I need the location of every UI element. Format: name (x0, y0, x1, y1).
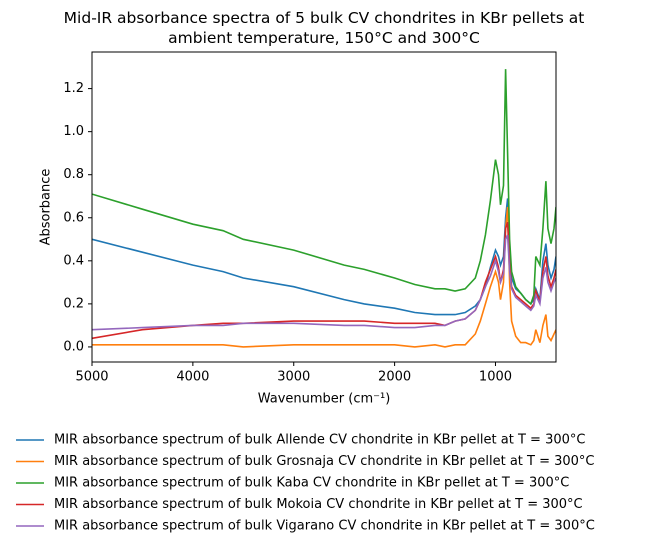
series-line (92, 69, 556, 306)
x-tick-label: 2000 (378, 370, 411, 385)
x-tick-label: 1000 (479, 370, 512, 385)
series-line (92, 234, 556, 331)
legend-label: MIR absorbance spectrum of bulk Kaba CV … (54, 476, 569, 491)
plot-frame (91, 51, 557, 363)
y-tick-label: 0.2 (63, 296, 84, 311)
legend-label: MIR absorbance spectrum of bulk Grosnaja… (54, 454, 595, 469)
y-tick-label: 0.4 (63, 253, 84, 268)
chart-title: Mid-IR absorbance spectra of 5 bulk CV c… (63, 9, 585, 47)
y-tick-label: 1.2 (63, 81, 84, 96)
x-axis-label: Wavenumber (cm⁻¹) (258, 392, 391, 407)
y-tick-label: 0.0 (63, 339, 84, 354)
legend-label: MIR absorbance spectrum of bulk Mokoia C… (54, 497, 583, 512)
y-axis-label: Absorbance (39, 169, 54, 246)
y-tick-label: 0.8 (63, 167, 84, 182)
x-tick-label: 4000 (176, 370, 209, 385)
legend-label: MIR absorbance spectrum of bulk Vigarano… (54, 519, 595, 534)
x-tick-label: 3000 (277, 370, 310, 385)
legend-label: MIR absorbance spectrum of bulk Allende … (54, 433, 585, 448)
series-line (92, 221, 556, 340)
y-tick-label: 0.6 (63, 210, 84, 225)
x-tick-label: 5000 (75, 370, 108, 385)
legend: MIR absorbance spectrum of bulk Allende … (16, 433, 595, 534)
y-tick-label: 1.0 (63, 124, 84, 139)
series-line (92, 206, 556, 348)
series-line (92, 198, 556, 316)
